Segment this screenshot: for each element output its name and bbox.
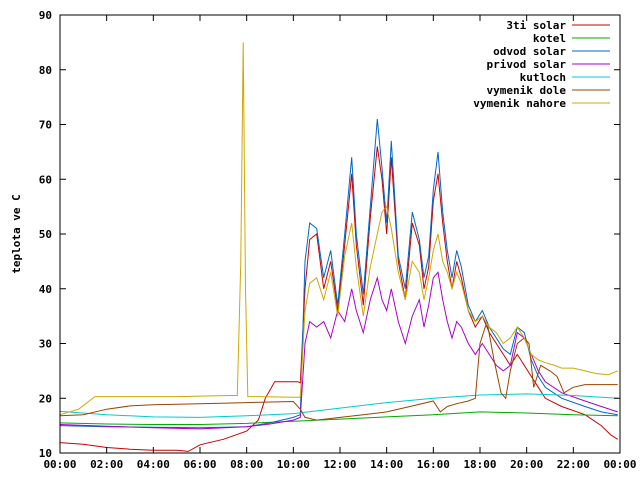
x-tick-label: 04:00	[137, 458, 170, 471]
x-tick-label: 22:00	[557, 458, 590, 471]
x-tick-label: 02:00	[90, 458, 123, 471]
x-tick-label: 06:00	[183, 458, 216, 471]
y-tick-label: 50	[39, 228, 52, 241]
legend-label: vymenik dole	[487, 84, 567, 97]
plot-lines	[59, 42, 618, 452]
x-tick-label: 00:00	[43, 458, 76, 471]
y-tick-label: 80	[39, 64, 52, 77]
x-tick-label: 20:00	[510, 458, 543, 471]
y-axis: 10 20 30 40 50 60 70 80 90	[39, 9, 620, 460]
y-tick-label: 60	[39, 173, 52, 186]
legend-label: odvod solar	[493, 45, 566, 58]
legend-label: kutloch	[520, 71, 566, 84]
series-line-7	[59, 42, 618, 416]
series-line-4	[59, 271, 618, 430]
legend-label: kotel	[533, 32, 566, 45]
y-tick-label: 70	[39, 119, 52, 132]
x-tick-label: 08:00	[230, 458, 263, 471]
y-tick-label: 90	[39, 9, 52, 22]
legend-label: vymenik nahore	[473, 97, 566, 110]
series-line-6	[59, 321, 618, 421]
y-tick-label: 40	[39, 283, 52, 296]
x-tick-label: 16:00	[417, 458, 450, 471]
x-tick-label: 12:00	[323, 458, 356, 471]
y-tick-label: 20	[39, 392, 52, 405]
legend-label: privod solar	[487, 58, 567, 71]
y-tick-label: 30	[39, 338, 52, 351]
x-tick-label: 18:00	[463, 458, 496, 471]
legend-label: 3ti solar	[506, 19, 566, 32]
series-line-2	[59, 411, 618, 425]
series-line-5	[59, 393, 618, 418]
series-line-3	[59, 118, 618, 429]
x-tick-label: 10:00	[277, 458, 310, 471]
x-axis: 00:00 02:00 04:00 06:00 08:00 10:00 12:00 14:00…	[43, 15, 637, 471]
y-axis-label: teplota ve C	[10, 194, 23, 273]
x-tick-label: 14:00	[370, 458, 403, 471]
x-tick-label: 00:00	[603, 458, 636, 471]
y-tick-label: 10	[39, 447, 52, 460]
